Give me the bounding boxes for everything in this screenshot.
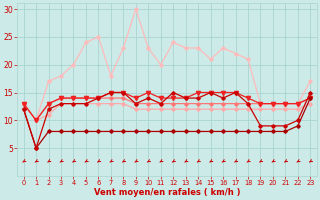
X-axis label: Vent moyen/en rafales ( km/h ): Vent moyen/en rafales ( km/h ) [94, 188, 240, 197]
